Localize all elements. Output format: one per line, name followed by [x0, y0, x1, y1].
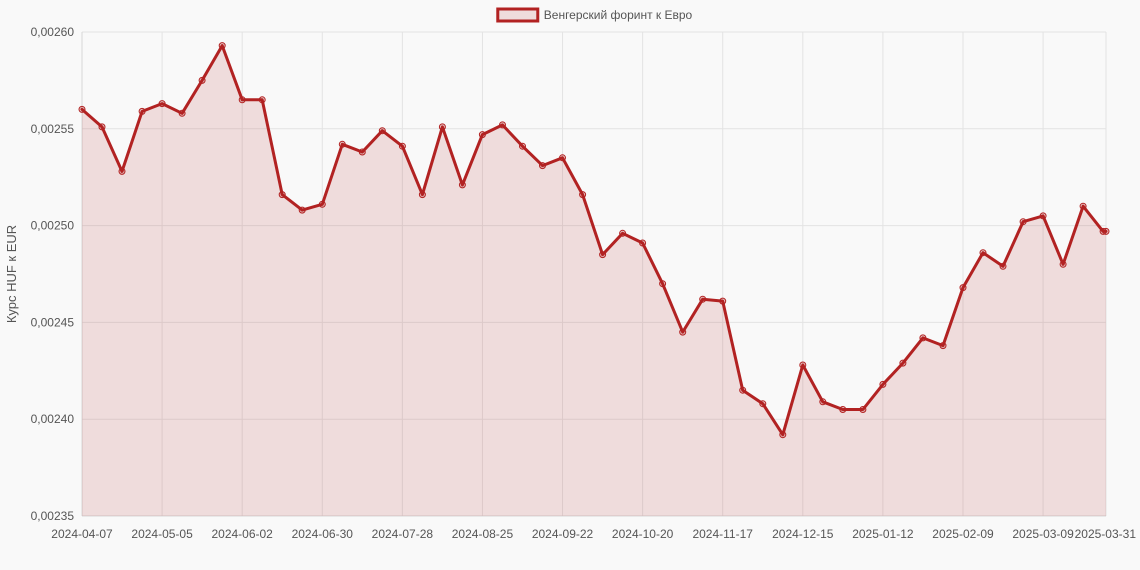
x-axis-ticks: 2024-04-07 2024-05-05 2024-06-02 2024-06-30… [51, 527, 1136, 541]
data-point[interactable] [519, 142, 526, 150]
data-point[interactable] [999, 262, 1007, 270]
data-point[interactable] [118, 167, 126, 175]
series-points [78, 42, 1110, 439]
y-tick-label: 0,00245 [31, 315, 75, 329]
grid [81, 31, 1107, 517]
x-tick-label: 2025-02-09 [932, 527, 994, 541]
data-point[interactable] [739, 386, 747, 394]
data-point[interactable] [699, 295, 707, 303]
data-point[interactable] [78, 105, 86, 113]
data-point[interactable] [1059, 260, 1067, 268]
data-point[interactable] [659, 280, 667, 288]
data-point[interactable] [639, 239, 647, 247]
series-line-path [80, 44, 1108, 437]
data-point[interactable] [579, 191, 587, 199]
y-axis-ticks: 0,00235 0,00240 0,00245 0,00250 0,00255 0,002… [31, 25, 75, 523]
data-point[interactable] [398, 142, 406, 150]
data-point[interactable] [198, 76, 206, 84]
data-point[interactable] [1039, 212, 1047, 220]
data-point[interactable] [559, 154, 566, 162]
data-point[interactable] [799, 361, 807, 369]
data-point[interactable] [338, 140, 346, 148]
x-tick-label: 2024-11-17 [692, 527, 753, 541]
data-point[interactable] [599, 251, 607, 259]
x-tick-label: 2024-12-15 [772, 527, 834, 541]
y-tick-label: 0,00250 [31, 219, 75, 233]
data-point[interactable] [819, 398, 827, 406]
data-point[interactable] [318, 200, 326, 208]
data-point[interactable] [138, 107, 146, 115]
y-tick-label: 0,00255 [31, 122, 75, 136]
data-point[interactable] [278, 191, 286, 199]
data-point[interactable] [1102, 227, 1110, 235]
data-point[interactable] [779, 431, 787, 439]
x-tick-label: 2025-01-12 [852, 527, 914, 541]
x-tick-label: 2024-10-20 [612, 527, 674, 541]
legend-label[interactable]: Венгерский форинт к Евро [544, 8, 693, 22]
y-tick-label: 0,00260 [31, 25, 75, 39]
data-point[interactable] [539, 162, 546, 170]
data-point[interactable] [238, 96, 246, 104]
x-tick-label: 2024-06-02 [211, 527, 273, 541]
data-point[interactable] [378, 127, 386, 135]
data-point[interactable] [158, 100, 166, 108]
series-area [82, 45, 1106, 516]
data-point[interactable] [679, 328, 687, 336]
data-point[interactable] [1019, 218, 1027, 226]
data-point[interactable] [879, 380, 887, 388]
data-point[interactable] [458, 181, 466, 189]
data-point[interactable] [1079, 202, 1087, 210]
x-tick-label: 2025-03-09 [1012, 527, 1074, 541]
y-tick-label: 0,00240 [31, 412, 75, 426]
x-tick-label: 2024-08-25 [452, 527, 514, 541]
data-point[interactable] [258, 96, 266, 104]
data-point[interactable] [759, 400, 767, 408]
data-point[interactable] [619, 229, 627, 237]
data-point[interactable] [979, 249, 987, 257]
data-point[interactable] [899, 359, 907, 367]
data-point[interactable] [438, 123, 446, 131]
data-point[interactable] [418, 191, 426, 199]
data-point[interactable] [478, 131, 486, 139]
data-point[interactable] [839, 406, 847, 413]
data-point[interactable] [178, 109, 186, 117]
data-point[interactable] [98, 123, 106, 131]
data-point[interactable] [939, 342, 947, 350]
series-line [80, 44, 1108, 437]
x-tick-label: 2024-07-28 [372, 527, 434, 541]
data-point[interactable] [719, 297, 727, 305]
series-area-fill [82, 45, 1106, 516]
x-tick-label: 2024-09-22 [532, 527, 594, 541]
data-point[interactable] [859, 406, 867, 413]
legend-swatch[interactable] [496, 7, 540, 23]
data-point[interactable] [298, 206, 306, 214]
data-point[interactable] [499, 121, 506, 129]
data-point[interactable] [959, 284, 967, 292]
data-point[interactable] [358, 148, 366, 156]
x-tick-label: 2024-06-30 [292, 527, 354, 541]
y-axis-title: Курс HUF к EUR [4, 225, 19, 323]
data-point[interactable] [218, 42, 226, 50]
data-point[interactable] [919, 334, 927, 342]
x-tick-label: 2024-04-07 [51, 527, 113, 541]
y-tick-label: 0,00235 [31, 509, 75, 523]
legend[interactable]: Венгерский форинт к Евро [496, 7, 693, 23]
x-tick-label: 2025-03-31 [1075, 527, 1137, 541]
x-tick-label: 2024-05-05 [131, 527, 193, 541]
